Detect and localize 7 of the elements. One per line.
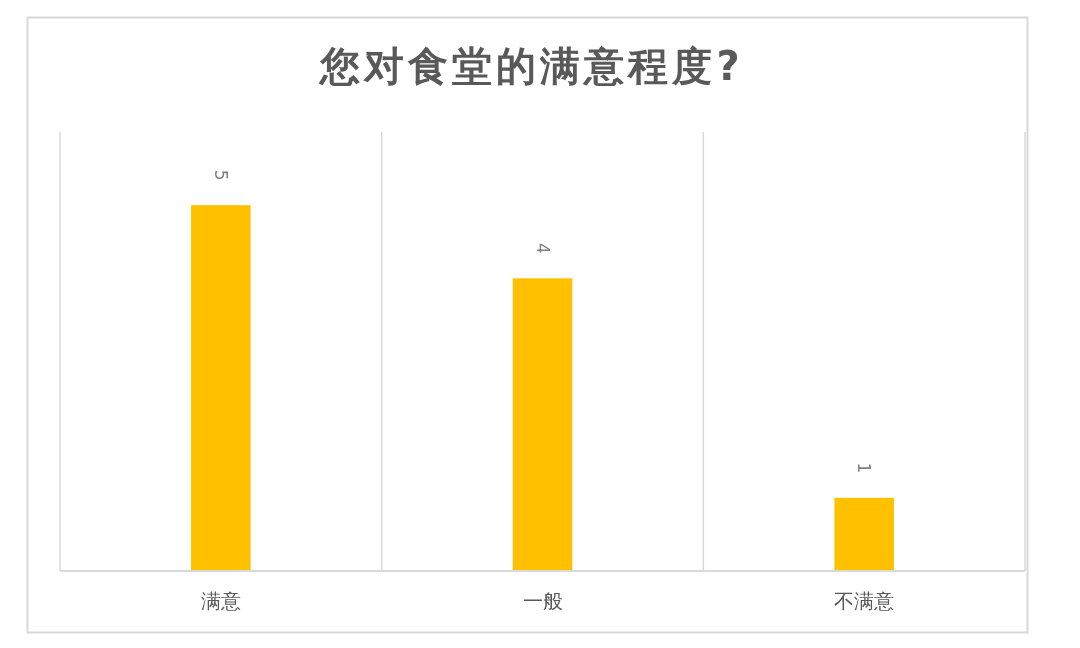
chart-title: 您对食堂的满意程度? [318, 43, 744, 89]
x-tick-label: 满意 [200, 589, 241, 613]
x-tick-label: 一般 [522, 589, 563, 613]
data-label: 4 [532, 242, 553, 254]
data-label: 5 [210, 169, 231, 181]
x-tick-label: 不满意 [834, 589, 895, 613]
data-label: 1 [854, 462, 875, 474]
